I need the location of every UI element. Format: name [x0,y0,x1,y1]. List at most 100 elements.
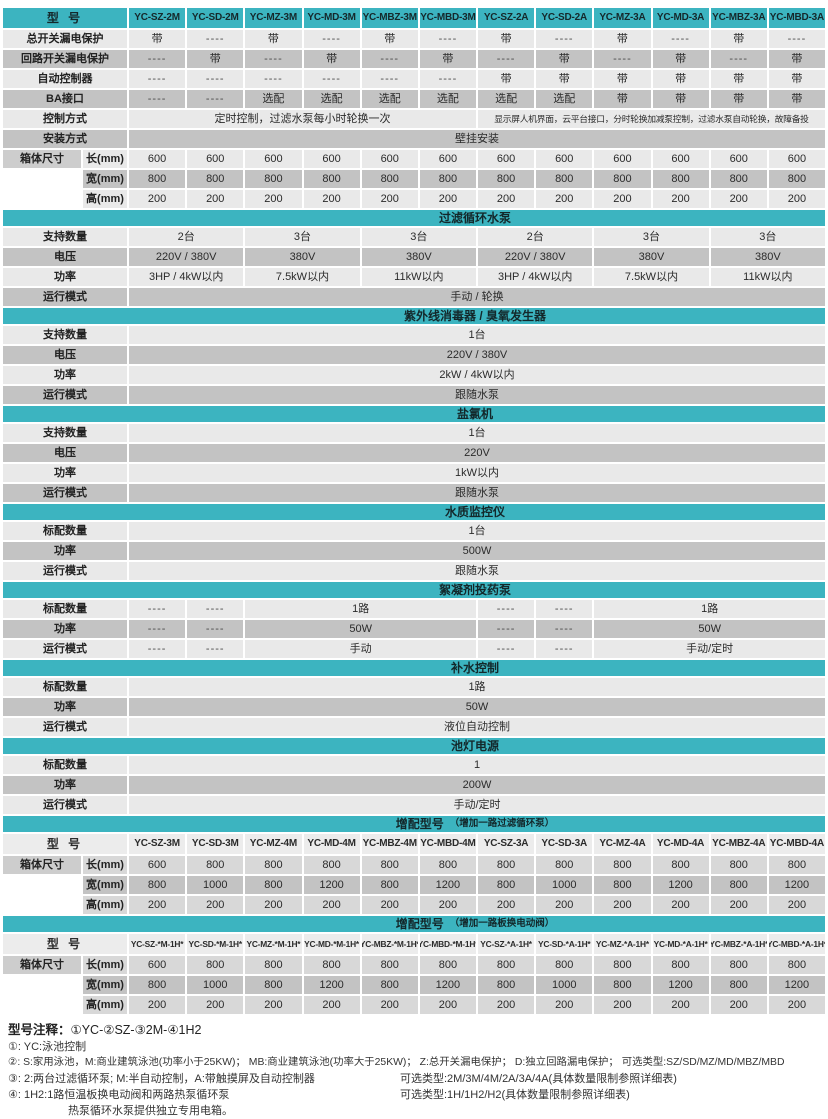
table-cell: 带 [594,30,651,48]
table-cell: 带 [303,50,360,68]
table-cell: ---- [129,90,186,108]
spec-sheet: 型 号 YC-SZ-2M YC-SD-2M YC-MZ-3M YC-MD-3M YC-MB… [3,8,825,1014]
note-text: ③: 2:两台过滤循环泵; M:半自动控制，A:带触摸屏及自动控制器 [8,1073,315,1085]
table-cell: 带 [129,30,186,48]
table-cell: 带 [594,70,651,88]
table-cell: 800 [245,856,302,874]
table-cell: 手动/定时 [129,796,825,814]
table-cell: 200 [478,896,535,914]
table-cell: 800 [536,956,593,974]
table-cell: 1200 [419,876,476,894]
table-cell: 200W [129,776,825,794]
table-cell: 200 [478,996,535,1014]
table-cell: 800 [710,876,767,894]
table-cell: 带 [652,90,709,108]
table-cell: 800 [478,976,535,994]
table-cell: 1200 [419,976,476,994]
table-cell: 200 [710,190,767,208]
table-cell: 200 [245,190,302,208]
section-header: 增配型号 （增加一路过滤循环泵） [3,816,825,832]
table-cell: 手动 / 轮换 [129,288,825,306]
spec-table: 标配数量 1路 功率 50W 运行模式 液位自动控制 [3,678,825,736]
spec-table: 型 号 YC-SZ-2M YC-SD-2M YC-MZ-3M YC-MD-3M YC-MB… [3,8,825,208]
table-cell: 600 [129,956,186,974]
table-cell: 1200 [768,876,825,894]
table-cell: 1000 [536,976,593,994]
section-header: 池灯电源 [3,738,825,754]
table-cell: 1路 [594,600,825,618]
table-cell: 200 [536,896,593,914]
model-header-cell: YC-MBD-*A-1H* [768,934,825,954]
note-text: ②: S:家用泳池，M:商业建筑泳池(功率小于25KW)； MB:商业建筑泳池(… [8,1057,785,1068]
row-label: 电压 [3,248,127,266]
model-header-cell: YC-MBD-4M [419,834,476,854]
table-cell: 3HP / 4kW以内 [478,268,593,286]
section-title: 增配型号 [395,917,444,931]
table-cell: 液位自动控制 [129,718,825,736]
table-cell: 200 [536,190,593,208]
spec-table: 标配数量 1 功率 200W 运行模式 手动/定时 [3,756,825,814]
table-cell: 3台 [361,228,476,246]
table-cell: ---- [187,620,244,638]
table-cell: 800 [361,976,418,994]
table-cell: 定时控制，过滤水泵每小时轮换一次 [129,110,476,128]
row-label: 电压 [3,346,127,364]
section-header: 增配型号 （增加一路板换电动阀） [3,916,825,932]
table-cell: ---- [419,30,476,48]
table-cell: 1200 [652,976,709,994]
table-cell: ---- [419,70,476,88]
table-cell: 2台 [478,228,593,246]
note-option-text: 可选类型:1H/1H2/H2(具体数量限制参照详细表) [400,1089,630,1101]
table-cell: ---- [478,620,535,638]
table-cell: 220V / 380V [478,248,593,266]
table-cell: 800 [245,976,302,994]
model-header-cell: YC-MD-3A [652,8,709,28]
table-cell: ---- [187,640,244,658]
row-sublabel: 宽(mm) [83,976,127,994]
spec-table: 型 号 YC-SZ-*M-1H* YC-SD-*M-1H* YC-MZ-*M-1H* Y… [3,934,825,1014]
table-cell: ---- [129,600,186,618]
table-cell: 800 [768,856,825,874]
table-cell: 1kW以内 [129,464,825,482]
section-header: 补水控制 [3,660,825,676]
group-label: 箱体尺寸 [3,956,81,974]
table-cell: 选配 [536,90,593,108]
spec-table: 标配数量 ---- ---- 1路 ---- ---- 1路 功率 ---- ---- 50W ---… [3,600,825,658]
table-cell: 800 [187,956,244,974]
notes-title-label: 型号注释： [8,1023,71,1037]
table-cell: 600 [361,150,418,168]
table-cell: ---- [303,70,360,88]
table-cell: 800 [361,856,418,874]
table-cell: 200 [245,896,302,914]
table-cell: 壁挂安装 [129,130,825,148]
table-cell: 带 [536,70,593,88]
table-cell: 带 [594,90,651,108]
table-cell: 手动/定时 [594,640,825,658]
table-cell: 800 [361,956,418,974]
model-header-cell: YC-MBD-*M-1H* [419,934,476,954]
table-cell: 3HP / 4kW以内 [129,268,244,286]
table-cell: 200 [187,996,244,1014]
row-label: 标配数量 [3,678,127,696]
model-header-cell: YC-MD-3M [303,8,360,28]
model-header-cell: YC-MZ-4M [245,834,302,854]
table-cell: ---- [245,50,302,68]
table-cell: 600 [187,150,244,168]
table-cell: 1路 [129,678,825,696]
model-header-cell: YC-MBZ-*M-1H* [361,934,418,954]
table-cell: 带 [478,70,535,88]
row-label: 安装方式 [3,130,127,148]
row-label: 回路开关漏电保护 [3,50,127,68]
model-header-cell: YC-MZ-4A [594,834,651,854]
section-header: 过滤循环水泵 [3,210,825,226]
table-cell: 11kW以内 [361,268,476,286]
table-cell: 3台 [245,228,360,246]
table-cell: 200 [303,996,360,1014]
table-cell: 800 [768,956,825,974]
table-cell: 800 [187,170,244,188]
table-cell: 500W [129,542,825,560]
table-cell: 800 [303,856,360,874]
note-text: 热泵循环水泵提供独立专用电箱。 [68,1105,233,1117]
table-cell: ---- [361,50,418,68]
section-header: 盐氯机 [3,406,825,422]
